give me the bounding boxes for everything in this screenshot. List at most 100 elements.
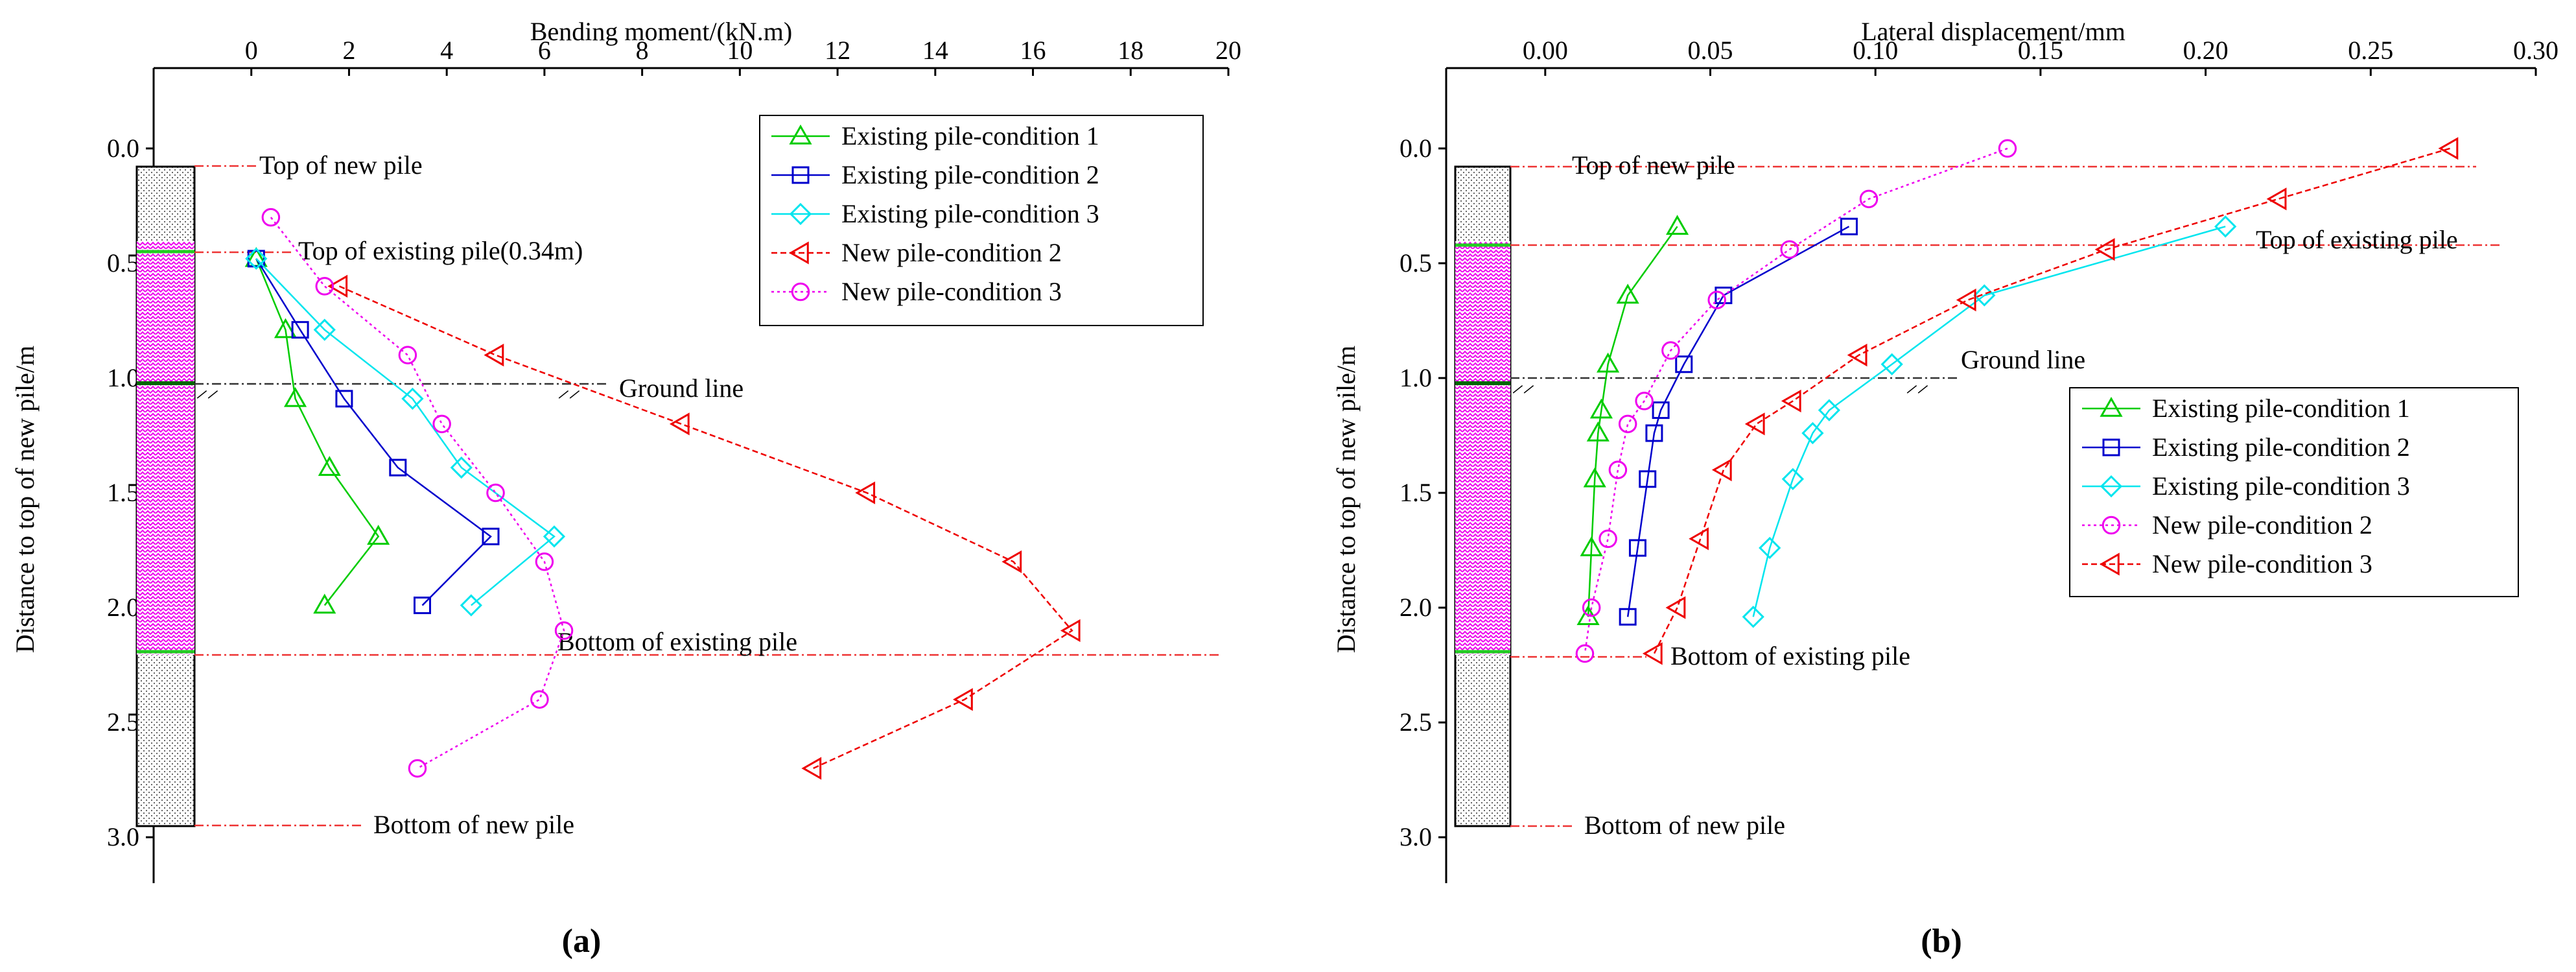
panel-a-line-existing-pile-condition-2 [255,258,492,606]
panel-a-label: (a) [562,923,602,960]
panel-a-point-existing-pile-condition-3 [543,525,566,548]
panel-a-point-new-pile-condition-3 [486,483,505,503]
panel-b-point-new-pile-condition-2 [1661,341,1680,360]
panel-a-point-existing-pile-condition-3 [401,387,424,410]
panel-a-line-existing-pile-condition-1 [255,258,380,606]
panel-b-point-existing-pile-condition-3 [1742,606,1764,628]
panel-b-x-ticks: 0.00 0.05 0.10 0.15 0.20 0.25 0.30 [1523,36,2558,76]
panel-b-point-new-pile-condition-3 [2438,137,2459,160]
panel-a-line-existing-pile-condition-3 [255,258,556,606]
panel-a-legend-label-new-pile-condition-2: New pile-condition 2 [841,238,1062,267]
panel-b-point-new-pile-condition-3 [1711,458,1732,482]
panel-b-y-tick-label: 3.0 [1399,822,1432,851]
panel-a-x-tick-label: 20 [1215,36,1241,65]
panel-a-y-tick-label: 2.5 [107,707,139,737]
panel-a-top-new-pile-label: Top of new pile [259,150,423,180]
panel-b-point-existing-pile-condition-3 [1818,399,1841,421]
panel-b-y-ticks: 0.0 0.5 1.0 1.5 2.0 2.5 3.0 [1399,134,1446,851]
panel-a-point-existing-pile-condition-1 [283,386,307,407]
panel-b-point-existing-pile-condition-1 [1589,398,1613,419]
panel-a-legend-marker-existing-pile-condition-3 [789,202,812,226]
panel-b-legend-marker-existing-pile-condition-2 [2102,438,2120,456]
panel-a-series-new-pile-condition-2 [327,274,1081,780]
panel-b-point-new-pile-condition-2 [1859,189,1879,209]
panel-b-legend-label-existing-pile-condition-1: Existing pile-condition 1 [2152,394,2410,423]
panel-a-point-existing-pile-condition-2 [414,597,431,615]
panel-b-point-existing-pile-condition-2 [1645,424,1663,442]
panel-a-legend-label-existing-pile-condition-3: Existing pile-condition 3 [841,199,1099,228]
panel-b-point-new-pile-condition-2 [1598,529,1617,549]
panel-a-point-existing-pile-condition-1 [318,456,341,476]
panel-a-line-new-pile-condition-2 [338,285,1073,770]
panel-b-point-new-pile-condition-2 [1707,290,1726,309]
panel-b-x-tick-label: 0.20 [2183,36,2229,65]
panel-a-point-new-pile-condition-2 [801,757,822,780]
panel-a-x-tick-label: 4 [440,36,453,65]
panel-a-point-existing-pile-condition-2 [482,527,500,545]
panel-a-point-new-pile-condition-3 [554,621,574,640]
panel-a-point-existing-pile-condition-2 [247,250,265,268]
panel-a-legend-label-existing-pile-condition-2: Existing pile-condition 2 [841,160,1099,189]
panel-b-line-new-pile-condition-2 [1584,147,2008,654]
panel-a-point-existing-pile-condition-1 [313,593,336,614]
panel-b-legend-marker-existing-pile-condition-3 [2100,475,2123,498]
panel-a-top-existing-pile-label: Top of existing pile(0.34m) [298,236,583,265]
panel-a-series-existing-pile-condition-2 [247,250,500,615]
panel-b-x-tick-label: 0.25 [2348,36,2393,65]
panel-a-point-new-pile-condition-3 [530,690,549,709]
panel-b-point-new-pile-condition-2 [1635,392,1654,410]
panel-a-y-tick-label: 0.0 [107,134,139,163]
panel-a-point-new-pile-condition-2 [855,481,876,504]
panel-b-point-new-pile-condition-2 [1575,644,1595,663]
panel-b-point-existing-pile-condition-1 [1665,215,1689,235]
panel-a-line-new-pile-condition-3 [270,217,565,770]
panel-b-y-tick-label: 1.5 [1399,478,1432,507]
panel-b-point-existing-pile-condition-3 [2214,215,2237,238]
panel-b-point-new-pile-condition-3 [2094,238,2115,261]
panel-a-legend-label-existing-pile-condition-1: Existing pile-condition 1 [841,121,1099,150]
panel-b-point-new-pile-condition-2 [1998,139,2017,158]
panel-a-series-new-pile-condition-3 [261,207,574,778]
panel-b-point-existing-pile-condition-1 [1597,352,1620,373]
panel-b-point-new-pile-condition-2 [1582,598,1601,617]
panel-b-legend-box [2069,387,2519,597]
panel-a-legend-marker-existing-pile-condition-1 [789,124,812,145]
panel-b-point-new-pile-condition-3 [2266,187,2287,211]
panel-a-point-existing-pile-condition-1 [274,318,298,338]
panel-b-point-existing-pile-condition-1 [1580,536,1603,556]
panel-a-point-new-pile-condition-2 [669,412,690,436]
panel-a-x-tick-label: 18 [1118,36,1143,65]
panel-a-y-ticks: 0.0 0.5 1.0 1.5 2.0 2.5 3.0 [107,134,154,851]
panel-b-top-existing-pile-label: Top of existing pile [2256,225,2458,254]
panel-a-point-new-pile-condition-2 [1060,619,1081,643]
panel-a-legend-marker-new-pile-condition-3 [791,282,810,302]
panel-b-ground-label: Ground line [1961,345,2085,374]
panel-b-legend-label-new-pile-condition-2: New pile-condition 2 [2152,510,2372,539]
panel-b-x-tick-label: 0.05 [1688,36,1733,65]
panel-b-x-tick-label: 0.00 [1523,36,1568,65]
panel-a-legend-marker-new-pile-condition-2 [788,241,809,265]
panel-a-series-existing-pile-condition-3 [245,247,566,617]
panel-b-point-existing-pile-condition-2 [1840,217,1858,235]
panel-a-point-existing-pile-condition-3 [245,247,268,270]
panel-b-bottom-existing-pile-label: Bottom of existing pile [1670,641,1910,670]
panel-a-point-new-pile-condition-2 [953,688,973,711]
panel-b-point-existing-pile-condition-2 [1619,608,1637,626]
panel-a-x-tick-label: 2 [342,36,355,65]
panel-b-point-existing-pile-condition-3 [1781,468,1804,490]
panel-a-x-tick-label: 6 [538,36,551,65]
panel-a-y-tick-label: 1.0 [107,363,139,392]
panel-b-legend-label-existing-pile-condition-2: Existing pile-condition 2 [2152,433,2410,462]
panel-a-point-new-pile-condition-2 [327,274,348,298]
panel-b: Lateral displacement/mm 0.00 0.05 0.10 0.15… [1331,17,2558,960]
panel-a-point-new-pile-condition-3 [398,346,417,364]
panel-b-existing-pile [1455,241,1510,655]
panel-a-point-existing-pile-condition-2 [291,321,309,339]
panel-b-point-new-pile-condition-2 [1780,240,1799,259]
panel-a-bottom-new-pile-label: Bottom of new pile [373,810,574,839]
panel-b-point-new-pile-condition-3 [1781,389,1801,413]
panel-b-point-existing-pile-condition-2 [1675,355,1693,373]
panel-a-point-new-pile-condition-3 [535,552,554,571]
panel-b-y-tick-label: 0.0 [1399,134,1432,163]
